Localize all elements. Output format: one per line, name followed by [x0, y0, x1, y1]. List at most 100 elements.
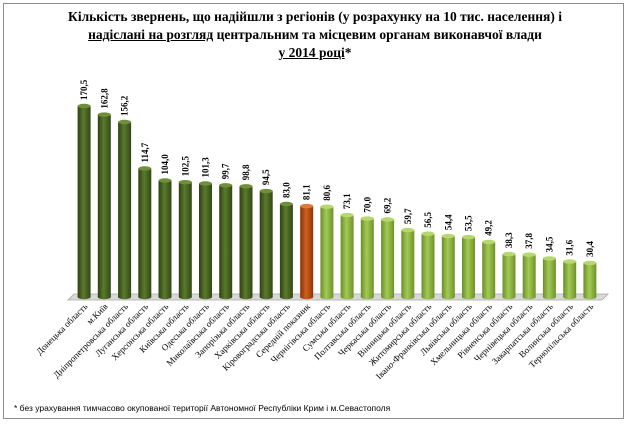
- bar-base-10: [259, 294, 273, 300]
- value-label-17: 59,7: [403, 208, 413, 224]
- bar-base-26: [583, 294, 597, 300]
- bar-11: [279, 204, 293, 297]
- bar-6: [178, 182, 192, 297]
- bar-cap-14: [340, 212, 354, 218]
- bar-base-2: [97, 294, 111, 300]
- bar-base-13: [320, 294, 334, 300]
- bar-cap-17: [401, 227, 415, 233]
- bar-20: [462, 237, 475, 297]
- bar-base-19: [441, 294, 455, 300]
- bar-cap-23: [522, 252, 536, 257]
- title-line-3: у 2014 році*: [20, 44, 610, 62]
- bar-15: [360, 218, 374, 297]
- bar-base-6: [178, 294, 192, 300]
- bar-19: [441, 236, 455, 297]
- value-label-16: 69,2: [383, 197, 393, 213]
- bar-4: [138, 168, 152, 297]
- value-label-14: 73,1: [342, 193, 352, 209]
- bar-25: [563, 261, 577, 297]
- bar-base-12: [300, 294, 314, 300]
- title-rest-part: центральним та місцевим органам виконавч…: [213, 27, 542, 42]
- value-label-9: 98,8: [241, 164, 251, 180]
- bar-base-14: [340, 294, 354, 300]
- value-label-11: 83,0: [281, 182, 291, 198]
- value-label-2: 162,8: [99, 88, 109, 109]
- bar-base-20: [462, 294, 475, 300]
- bar-21: [482, 241, 496, 297]
- footnote: * без урахування тимчасово окупованої те…: [14, 403, 391, 413]
- bar-18: [421, 233, 435, 297]
- value-label-18: 56,5: [423, 211, 433, 227]
- value-label-4: 114,7: [140, 142, 150, 162]
- value-label-3: 156,2: [120, 95, 130, 116]
- bar-13: [320, 206, 334, 297]
- bar-cap-10: [259, 188, 273, 194]
- bar-cap-3: [118, 119, 132, 125]
- bar-base-18: [421, 294, 435, 300]
- value-label-22: 38,3: [504, 232, 514, 248]
- value-label-21: 49,2: [484, 220, 494, 236]
- bar-base-25: [563, 294, 577, 300]
- title-underlined-part: надіслані на розгляд: [88, 27, 214, 42]
- bar-cap-21: [482, 239, 496, 245]
- bar-base-7: [199, 294, 212, 300]
- value-label-1: 170,5: [79, 79, 89, 100]
- bar-2: [97, 114, 111, 297]
- value-label-20: 53,5: [464, 215, 474, 231]
- value-label-25: 31,6: [565, 239, 575, 255]
- bar-cap-20: [462, 234, 475, 240]
- bar-22: [502, 254, 516, 297]
- bar-cap-1: [77, 103, 91, 109]
- bar-cap-2: [97, 112, 111, 117]
- bar-cap-8: [219, 183, 233, 188]
- bar-cap-18: [421, 231, 435, 236]
- value-label-26: 30,4: [585, 241, 595, 257]
- bar-12: [300, 206, 314, 297]
- bar-8: [219, 185, 233, 297]
- bar-24: [542, 258, 556, 297]
- bar-base-3: [118, 294, 132, 300]
- bar-cap-5: [158, 178, 172, 183]
- bar-14: [340, 215, 354, 297]
- bar-cap-15: [360, 216, 374, 221]
- bar-23: [522, 254, 536, 297]
- bar-base-15: [360, 294, 374, 300]
- bar-cap-6: [178, 180, 192, 185]
- bar-base-9: [239, 294, 253, 300]
- bar-cap-12: [300, 203, 314, 209]
- bar-cap-7: [199, 181, 212, 186]
- bar-base-16: [381, 294, 395, 300]
- bar-10: [259, 191, 273, 297]
- bar-16: [381, 219, 395, 297]
- bar-base-8: [219, 294, 233, 300]
- title-year: у 2014 році: [278, 45, 345, 60]
- bar-base-5: [158, 294, 172, 300]
- bar-cap-13: [320, 204, 334, 209]
- title-line-2: надіслані на розгляд центральним та місц…: [20, 26, 610, 44]
- bar-26: [583, 262, 597, 297]
- value-label-23: 37,8: [524, 232, 534, 248]
- value-label-7: 101,3: [201, 157, 211, 178]
- bar-cap-4: [138, 166, 152, 171]
- title-line-1: Кількість звернень, що надійшли з регіон…: [68, 9, 562, 24]
- bar-cap-26: [583, 260, 597, 266]
- bar-base-1: [77, 294, 91, 300]
- bar-base-22: [502, 294, 516, 300]
- chart-title: Кількість звернень, що надійшли з регіон…: [20, 8, 610, 62]
- bar-cap-25: [563, 259, 577, 264]
- value-label-24: 34,5: [544, 236, 554, 252]
- bar-base-24: [542, 294, 556, 300]
- bar-3: [118, 122, 132, 297]
- bar-17: [401, 230, 415, 297]
- value-label-19: 54,4: [443, 214, 453, 230]
- bar-cap-24: [542, 256, 556, 261]
- bar-base-17: [401, 294, 415, 300]
- bar-cap-22: [502, 251, 516, 257]
- value-label-12: 81,1: [302, 184, 312, 200]
- value-label-10: 94,5: [261, 169, 271, 185]
- bar-cap-9: [239, 184, 253, 189]
- bar-5: [158, 180, 172, 297]
- bar-1: [77, 106, 91, 297]
- value-label-6: 102,5: [180, 155, 190, 176]
